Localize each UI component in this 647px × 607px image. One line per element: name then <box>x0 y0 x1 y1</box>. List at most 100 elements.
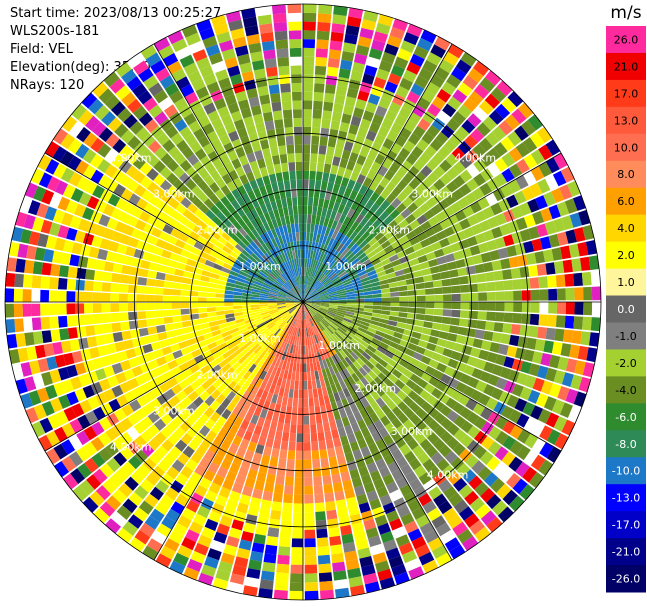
velocity-gate <box>163 104 178 118</box>
velocity-gate <box>407 499 422 513</box>
velocity-gate <box>241 296 251 300</box>
velocity-gate <box>220 207 231 218</box>
velocity-gate <box>327 347 334 357</box>
velocity-gate <box>350 584 365 596</box>
velocity-gate <box>353 162 363 174</box>
velocity-gate <box>530 405 544 420</box>
velocity-gate <box>92 185 105 199</box>
velocity-gate <box>494 312 505 322</box>
velocity-gate <box>241 358 251 368</box>
velocity-gate <box>31 289 41 302</box>
velocity-gate <box>219 154 231 166</box>
velocity-gate <box>53 426 68 443</box>
velocity-gate <box>369 254 379 263</box>
velocity-gate <box>303 293 305 302</box>
velocity-gate <box>246 33 261 45</box>
velocity-gate <box>247 231 257 241</box>
velocity-gate <box>499 467 515 483</box>
velocity-gate <box>545 327 556 341</box>
velocity-gate <box>515 142 530 158</box>
velocity-gate <box>78 192 92 206</box>
velocity-gate <box>448 269 459 278</box>
velocity-gate <box>125 246 136 257</box>
velocity-gate <box>193 369 204 380</box>
velocity-gate <box>396 179 408 191</box>
velocity-gate <box>230 28 245 40</box>
velocity-gate <box>186 337 197 346</box>
velocity-gate <box>133 421 147 435</box>
velocity-gate <box>71 242 83 255</box>
velocity-gate <box>355 457 366 469</box>
velocity-gate <box>320 300 330 302</box>
velocity-gate <box>289 380 295 390</box>
velocity-gate <box>343 141 354 152</box>
velocity-gate <box>183 352 194 362</box>
velocity-gate <box>351 143 362 155</box>
velocity-gate <box>331 429 340 439</box>
velocity-gate <box>197 297 207 302</box>
velocity-gate <box>473 106 488 122</box>
velocity-gate <box>330 544 343 555</box>
velocity-gate <box>439 405 452 417</box>
velocity-gate <box>360 397 370 408</box>
velocity-gate <box>268 306 278 310</box>
velocity-gate <box>386 399 397 411</box>
velocity-gate <box>379 494 393 507</box>
velocity-gate <box>224 258 235 267</box>
velocity-gate <box>238 367 248 377</box>
velocity-gate <box>320 302 330 305</box>
velocity-gate <box>388 373 399 384</box>
velocity-gate <box>482 206 495 219</box>
velocity-gate <box>446 261 458 271</box>
velocity-gate <box>431 322 442 331</box>
velocity-gate <box>443 294 452 302</box>
velocity-gate <box>354 263 364 271</box>
velocity-gate <box>306 276 310 285</box>
velocity-gate <box>328 200 335 211</box>
velocity-gate <box>217 342 228 351</box>
velocity-gate <box>286 144 295 154</box>
velocity-gate <box>303 293 306 302</box>
range-ring-label: 4.00km <box>110 151 152 164</box>
velocity-gate <box>502 435 517 451</box>
velocity-gate <box>365 130 377 142</box>
velocity-gate <box>259 295 269 299</box>
velocity-gate <box>262 351 270 361</box>
velocity-gate <box>450 277 460 286</box>
velocity-gate <box>287 12 302 22</box>
velocity-gate <box>342 216 351 226</box>
velocity-gate <box>538 314 549 327</box>
velocity-gate <box>294 299 303 302</box>
velocity-gate <box>306 309 311 318</box>
velocity-gate <box>288 291 297 297</box>
velocity-gate <box>311 300 321 302</box>
velocity-gate <box>303 275 306 285</box>
velocity-gate <box>326 247 334 257</box>
velocity-gate <box>370 390 381 401</box>
velocity-gate <box>376 486 389 498</box>
velocity-gate <box>191 185 203 197</box>
velocity-gate <box>285 467 295 478</box>
velocity-gate <box>185 166 198 179</box>
velocity-gate <box>432 280 443 288</box>
velocity-gate <box>330 383 338 394</box>
velocity-gate <box>63 240 74 253</box>
velocity-gate <box>266 276 275 283</box>
velocity-gate <box>465 454 479 469</box>
velocity-gate <box>46 430 61 447</box>
velocity-gate <box>284 233 290 243</box>
velocity-gate <box>243 522 256 534</box>
velocity-gate <box>401 431 414 444</box>
velocity-gate <box>375 22 391 35</box>
velocity-gate <box>366 462 378 474</box>
velocity-gate <box>344 332 353 341</box>
velocity-gate <box>519 484 535 500</box>
velocity-gate <box>293 267 298 277</box>
velocity-gate <box>312 335 317 345</box>
velocity-gate <box>172 166 185 178</box>
velocity-gate <box>388 555 404 569</box>
velocity-gate <box>316 162 325 172</box>
velocity-gate <box>306 232 310 241</box>
velocity-gate <box>103 71 120 88</box>
velocity-gate <box>159 381 171 393</box>
